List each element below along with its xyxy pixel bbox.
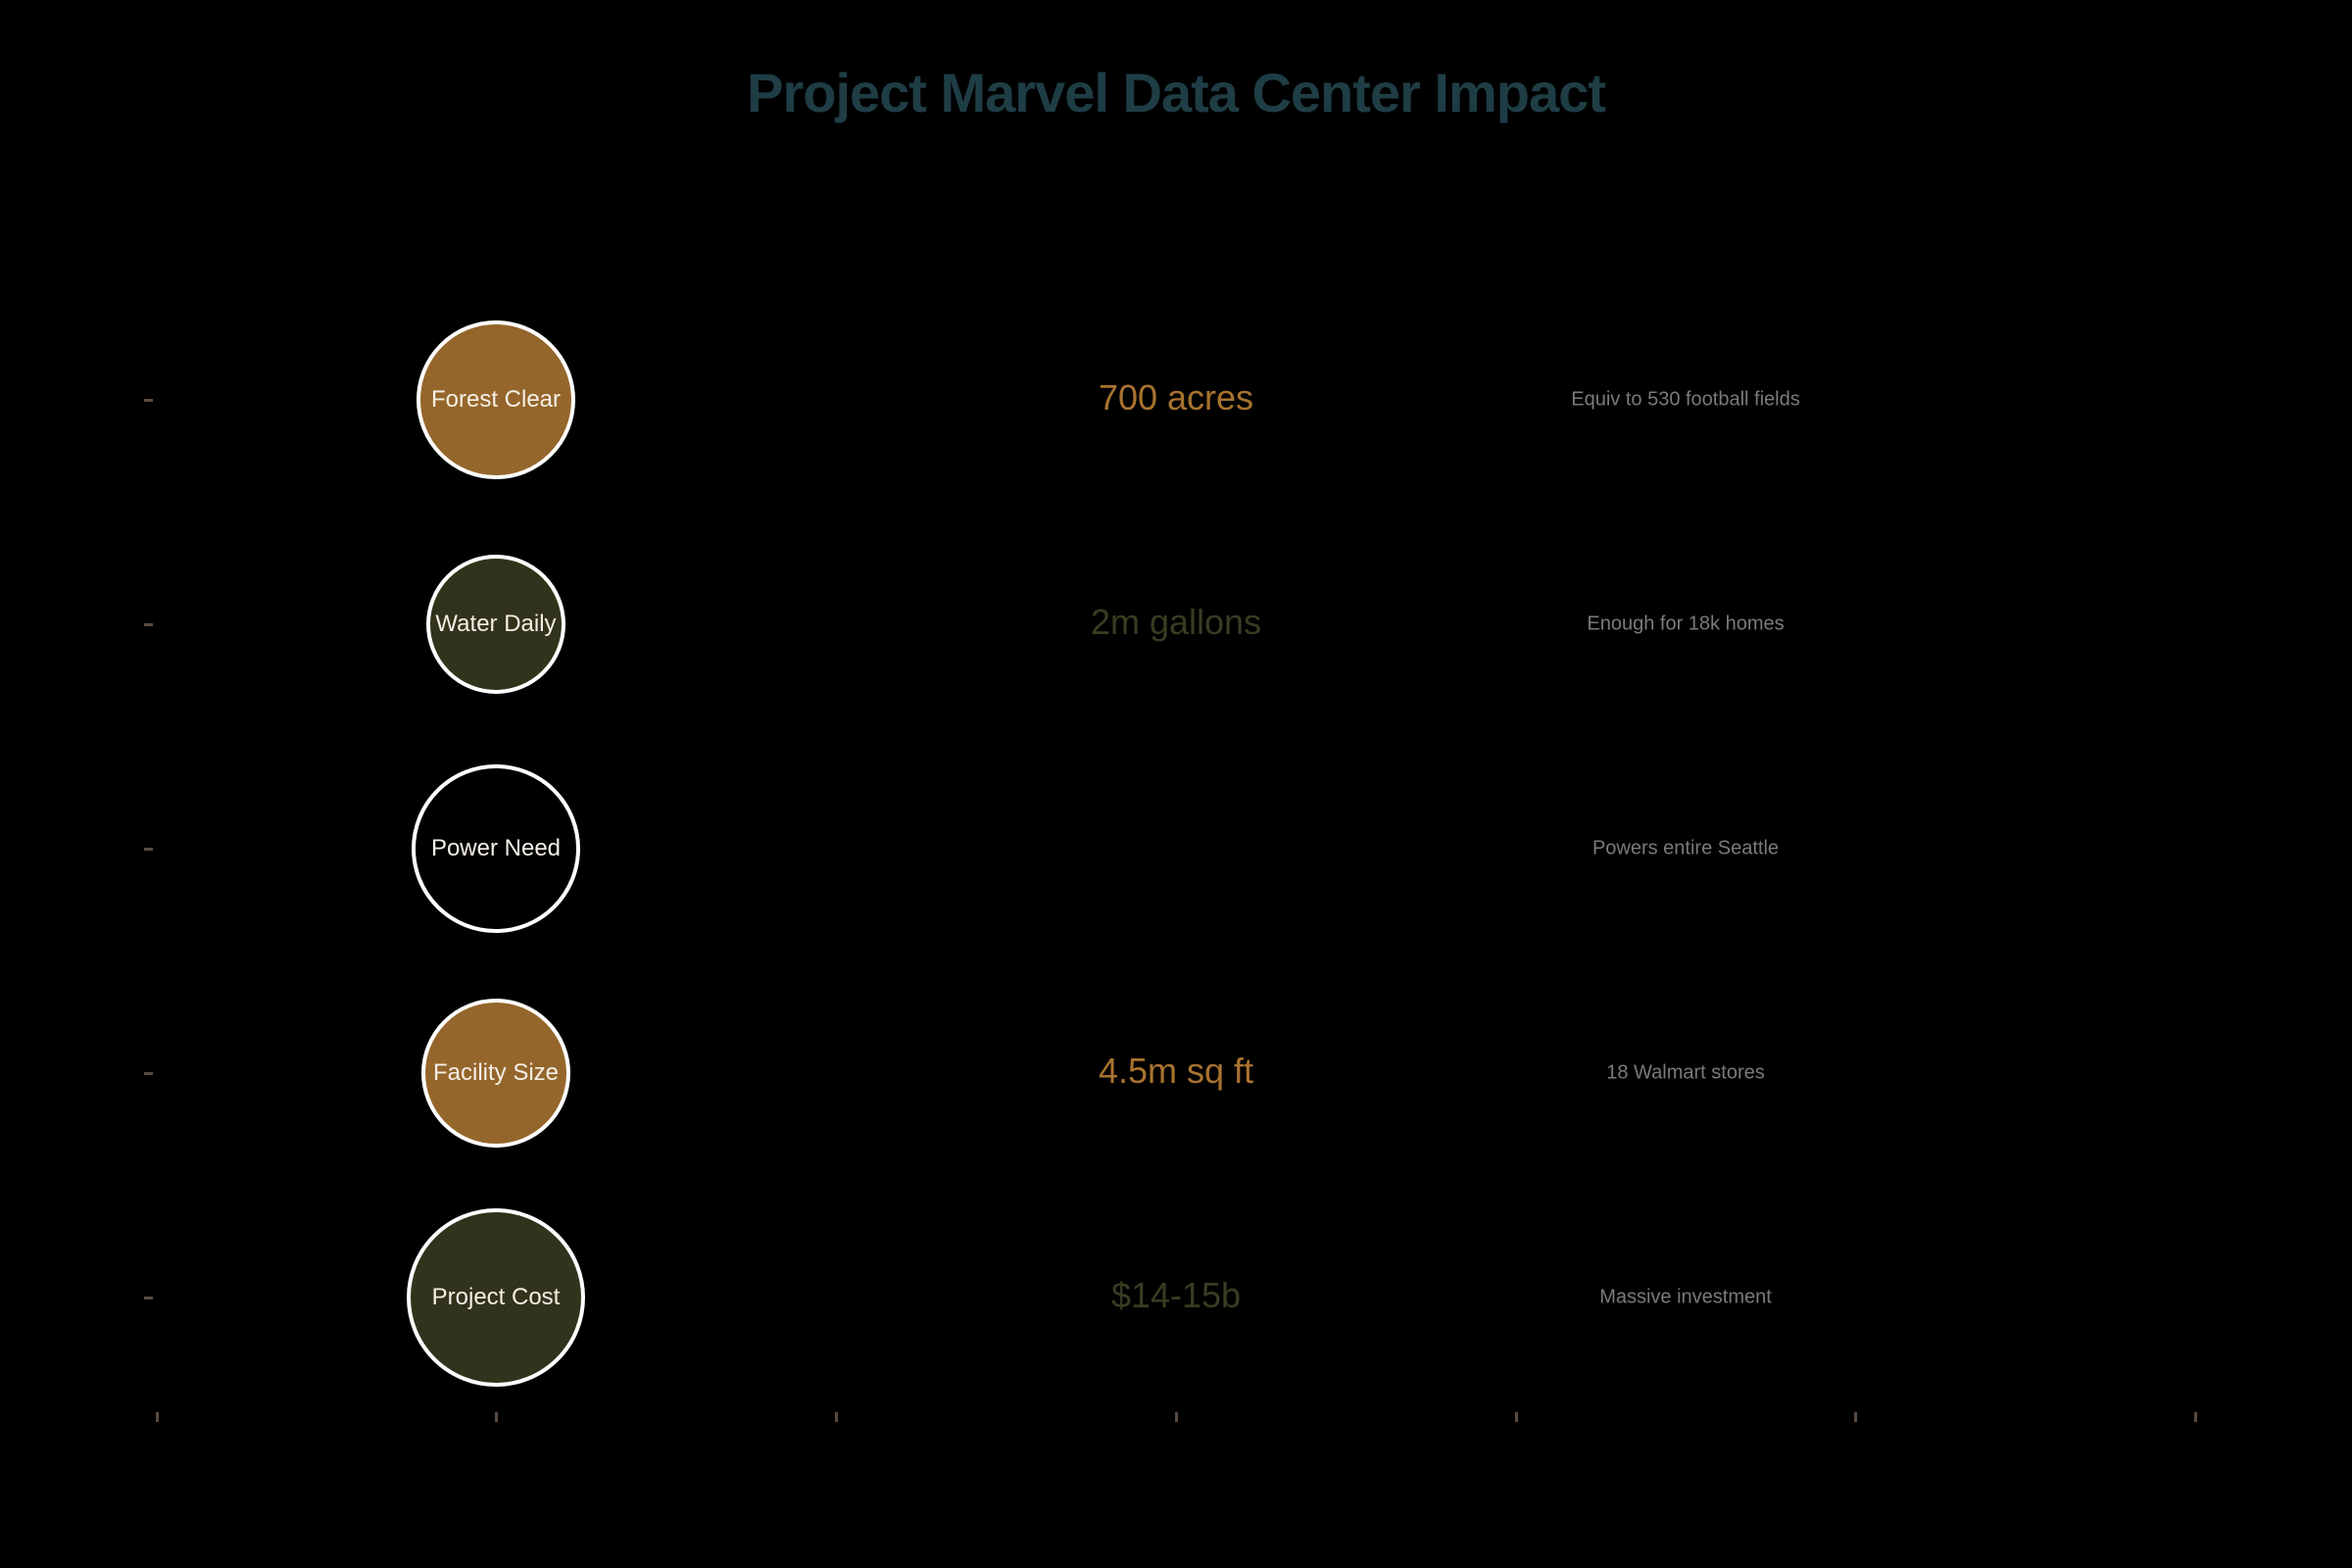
annotation-note: Massive investment <box>1599 1286 1772 1308</box>
x-tick <box>156 1412 159 1422</box>
bubble-label: Forest Clear <box>430 386 562 413</box>
bubble-water-daily[interactable]: Water Daily <box>426 555 565 694</box>
bubble-label: Project Cost <box>431 1284 561 1310</box>
annotation-note: Powers entire Seattle <box>1592 837 1780 859</box>
bubble-forest-clear[interactable]: Forest Clear <box>416 320 575 479</box>
x-tick <box>835 1412 838 1422</box>
value-label: 4.5m sq ft <box>1098 1051 1254 1091</box>
y-tick <box>144 1072 153 1075</box>
bubble-facility-size[interactable]: Facility Size <box>421 999 570 1148</box>
y-tick <box>144 848 153 851</box>
annotation-note: Equiv to 530 football fields <box>1571 388 1800 411</box>
chart-title: Project Marvel Data Center Impact <box>747 62 1606 123</box>
y-tick <box>144 623 153 626</box>
x-tick <box>495 1412 498 1422</box>
value-label: 700 acres <box>1098 377 1254 417</box>
bubble-label: Water Daily <box>435 611 557 637</box>
x-tick <box>2194 1412 2197 1422</box>
annotation-note: Enough for 18k homes <box>1587 612 1785 635</box>
y-tick <box>144 1297 153 1299</box>
x-tick <box>1175 1412 1178 1422</box>
y-tick <box>144 399 153 402</box>
value-label: $14-15b <box>1110 1275 1242 1315</box>
bubble-project-cost[interactable]: Project Cost <box>407 1208 585 1387</box>
bubble-label: Power Need <box>430 835 562 861</box>
annotation-note: 18 Walmart stores <box>1606 1061 1765 1084</box>
bubble-label: Facility Size <box>432 1059 560 1086</box>
value-label: 2m gallons <box>1090 602 1262 642</box>
x-tick <box>1515 1412 1518 1422</box>
x-tick <box>1854 1412 1857 1422</box>
bubble-power-need[interactable]: Power Need <box>412 764 580 933</box>
